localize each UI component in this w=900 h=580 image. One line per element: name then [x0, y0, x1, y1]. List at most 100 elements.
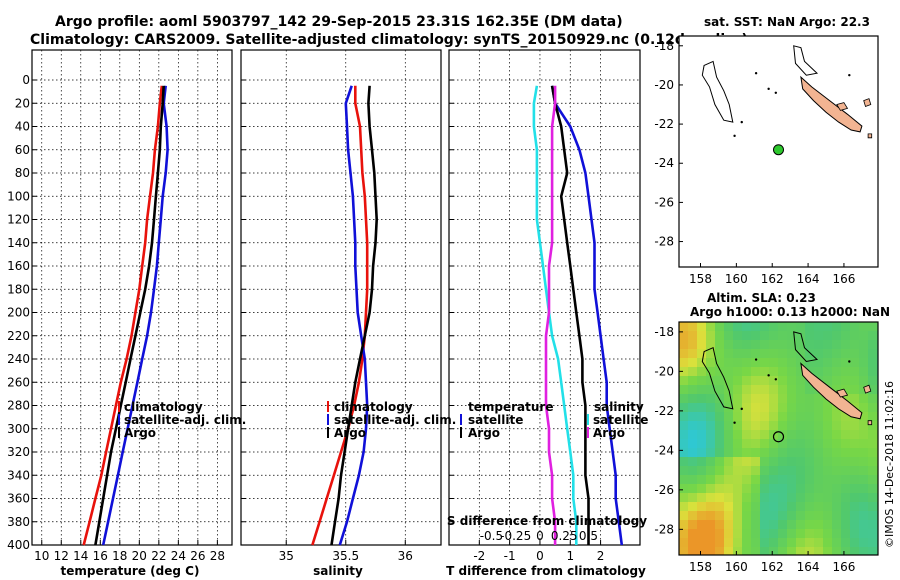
sla-cell [841, 466, 850, 475]
legend-s-satellite: satellite [593, 413, 648, 427]
sla-cell [841, 394, 850, 403]
sla-cell [733, 358, 742, 367]
sla-cell [859, 466, 868, 475]
sla-cell [850, 511, 859, 520]
sla-cell [868, 322, 877, 331]
sla-cell [715, 448, 724, 457]
sla-map-label1: Altim. SLA: 0.23 [707, 291, 816, 305]
sla-cell [769, 547, 778, 555]
sla-cell [823, 412, 832, 421]
sla-cell [841, 358, 850, 367]
sla-cell [769, 529, 778, 538]
y-tick-label: 400 [7, 538, 30, 552]
legend-swatch-argo [327, 427, 329, 438]
sla-cell [841, 322, 850, 331]
sla-cell [787, 367, 796, 376]
sla-cell [760, 538, 769, 547]
map-y-tick-label: -28 [654, 522, 674, 536]
sla-cell [742, 412, 751, 421]
sla-cell [859, 439, 868, 448]
sla-cell [724, 394, 733, 403]
sla-cell [688, 403, 697, 412]
sla-cell [679, 439, 688, 448]
sla-cell [805, 421, 814, 430]
northern-reef-outline [793, 45, 819, 76]
sla-cell [697, 538, 706, 547]
sla-cell [679, 520, 688, 529]
map-y-tick-label: -22 [654, 404, 674, 418]
sla-cell [724, 412, 733, 421]
sla-cell [697, 349, 706, 358]
sla-cell [769, 331, 778, 340]
sla-cell [787, 430, 796, 439]
sla-cell [823, 502, 832, 511]
sla-cell [868, 385, 877, 394]
sla-cell [805, 331, 814, 340]
sla-cell [733, 448, 742, 457]
reef-islet [767, 87, 770, 91]
sla-cell [751, 529, 760, 538]
sla-cell [859, 547, 868, 555]
sla-cell [706, 511, 715, 520]
sla-cell [742, 331, 751, 340]
map-x-tick-label: 160 [725, 272, 748, 286]
sla-cell [796, 457, 805, 466]
sla-cell [796, 340, 805, 349]
sla-cell [697, 322, 706, 331]
legend-argo: Argo [124, 426, 156, 440]
y-tick-label: 40 [15, 120, 30, 134]
sla-cell [787, 412, 796, 421]
sla-cell [850, 349, 859, 358]
difference-xlabel: T difference from climatology [446, 564, 646, 578]
sla-cell [724, 547, 733, 555]
sla-cell [787, 349, 796, 358]
sla-cell [787, 457, 796, 466]
sla-cell [868, 457, 877, 466]
sla-cell [859, 421, 868, 430]
sla-cell [679, 475, 688, 484]
sla-cell [859, 394, 868, 403]
sla-cell [787, 358, 796, 367]
sla-cell [751, 475, 760, 484]
sla-cell [778, 547, 787, 555]
sla-cell [706, 475, 715, 484]
sla-cell [805, 358, 814, 367]
sla-cell [769, 412, 778, 421]
legend-satellite: satellite-adj. clim. [124, 413, 246, 427]
sla-cell [814, 439, 823, 448]
sla-cell [688, 493, 697, 502]
sla-cell [715, 439, 724, 448]
map-y-tick-label: -26 [654, 483, 674, 497]
sla-cell [742, 502, 751, 511]
sla-cell [841, 493, 850, 502]
sla-cell [688, 430, 697, 439]
sla-cell [787, 493, 796, 502]
y-tick-label: 120 [7, 213, 30, 227]
x-tick-label: 1 [566, 549, 574, 563]
sla-cell [859, 412, 868, 421]
sla-cell [796, 439, 805, 448]
sla-cell [697, 340, 706, 349]
sla-cell [751, 322, 760, 331]
sla-cell [823, 367, 832, 376]
y-tick-label: 160 [7, 259, 30, 273]
sla-cell [679, 448, 688, 457]
sla-cell [859, 340, 868, 349]
sla-cell [823, 439, 832, 448]
sla-cell [823, 403, 832, 412]
sla-cell [796, 421, 805, 430]
sla-cell [814, 538, 823, 547]
map-x-tick-label: 162 [761, 272, 784, 286]
sla-cell [841, 439, 850, 448]
sla-cell [697, 511, 706, 520]
sla-cell [697, 457, 706, 466]
sla-cell [868, 538, 877, 547]
sla-cell [778, 322, 787, 331]
sla-cell [733, 430, 742, 439]
sla-cell [706, 331, 715, 340]
sla-cell [688, 421, 697, 430]
sla-cell [688, 529, 697, 538]
legend-swatch-argo [118, 427, 120, 438]
sla-cell [724, 538, 733, 547]
sla-cell [805, 511, 814, 520]
